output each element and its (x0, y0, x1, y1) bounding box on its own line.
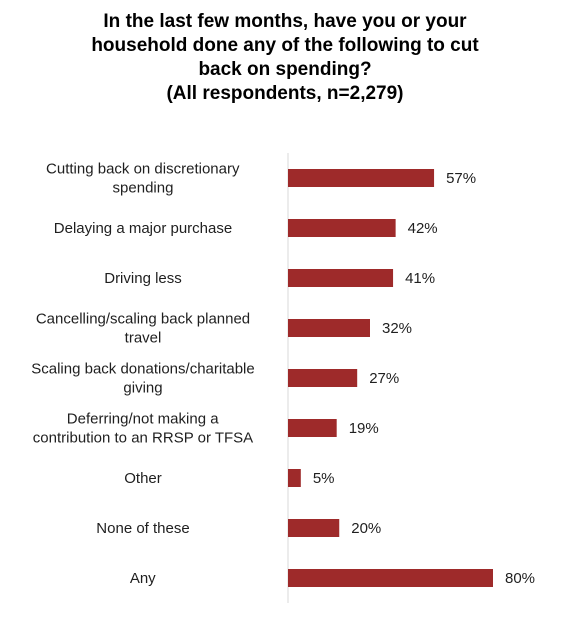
bar (288, 469, 301, 487)
category-label: Deferring/not making a (67, 411, 219, 428)
category-label: Delaying a major purchase (54, 220, 232, 237)
title-line-3: back on spending? (198, 59, 372, 80)
data-label: 32% (382, 320, 412, 337)
category-label: None of these (96, 520, 189, 537)
category-label: Any (130, 570, 156, 587)
bar (288, 569, 493, 587)
data-label: 20% (351, 520, 381, 537)
data-label: 80% (505, 570, 535, 587)
data-label: 5% (313, 470, 335, 487)
category-label: travel (125, 330, 162, 347)
chart-title: In the last few months, have you or your… (0, 10, 570, 106)
title-line-2: household done any of the following to c… (91, 35, 479, 56)
category-label: giving (123, 380, 162, 397)
title-line-1: In the last few months, have you or your (103, 11, 467, 32)
data-label: 19% (349, 420, 379, 437)
data-label: 57% (446, 170, 476, 187)
data-label: 41% (405, 270, 435, 287)
title-line-4: (All respondents, n=2,279) (166, 83, 404, 104)
bar (288, 269, 394, 287)
category-label: Other (124, 470, 162, 487)
bar (288, 219, 396, 237)
category-label: Driving less (104, 270, 182, 287)
bar (288, 319, 370, 337)
category-label: Cancelling/scaling back planned (36, 311, 250, 328)
category-label: spending (113, 180, 174, 197)
bar (288, 169, 435, 187)
bar (288, 419, 337, 437)
category-label: contribution to an RRSP or TFSA (33, 430, 253, 447)
category-label: Scaling back donations/charitable (31, 361, 254, 378)
category-label: Cutting back on discretionary (46, 161, 240, 178)
bar (288, 369, 358, 387)
data-label: 42% (408, 220, 438, 237)
data-label: 27% (369, 370, 399, 387)
bar (288, 519, 340, 537)
